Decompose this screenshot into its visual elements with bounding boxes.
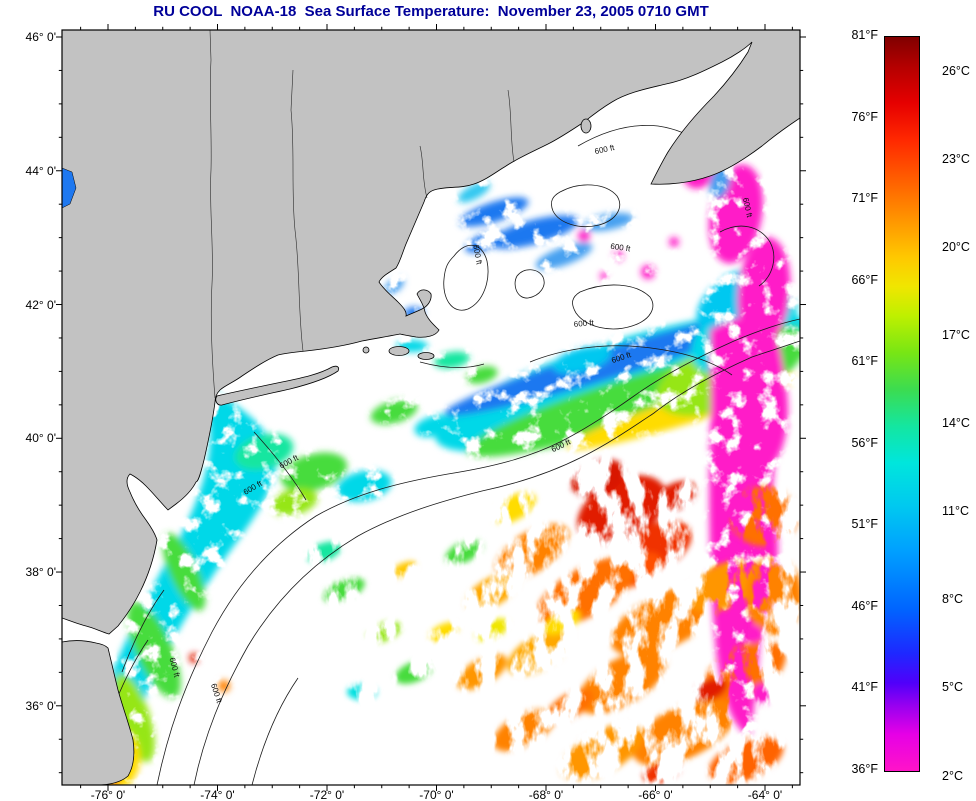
colorbar-c-label: 17°C — [942, 328, 970, 343]
lon-tick-label: -72° 0' — [309, 788, 345, 801]
colorbar-c-label: 11°C — [942, 504, 970, 519]
contour-depth-label: 600 ft — [594, 143, 616, 156]
colorbar-c-label: 14°C — [942, 416, 970, 431]
lat-tick-label: 40° 0' — [25, 431, 56, 446]
lon-tick-label: -76° 0' — [90, 788, 126, 801]
colorbar-f-label: 61°F — [851, 354, 878, 369]
sst-data-cold — [86, 115, 800, 785]
contour-depth-label: 600 ft — [741, 197, 754, 219]
lon-tick-label: -70° 0' — [419, 788, 454, 801]
figure-title: RU COOL NOAA-18 Sea Surface Temperature:… — [153, 3, 709, 20]
lat-tick-label: 46° 0' — [25, 30, 56, 44]
colorbar-f-label: 81°F — [851, 28, 878, 42]
lon-tick-label: -64° 0' — [747, 788, 783, 801]
colorbar-f-label: 46°F — [851, 598, 878, 613]
bathymetry-contours — [107, 125, 800, 785]
colorbar-c-label: 26°C — [942, 63, 970, 78]
colorbar-c-label: 23°C — [942, 151, 970, 166]
contour-depth-label: 600 ft — [471, 244, 483, 266]
lat-tick-label: 38° 0' — [25, 565, 56, 580]
colorbar-c-label: 20°C — [942, 240, 970, 255]
lat-tick-label: 44° 0' — [25, 163, 56, 178]
landmass — [62, 30, 800, 785]
colorbar-f-label: 71°F — [851, 191, 878, 206]
colorbar-f-label: 36°F — [851, 762, 878, 776]
colorbar — [884, 36, 920, 772]
lon-tick-label: -74° 0' — [200, 788, 235, 801]
contour-depth-label: 600 ft — [573, 318, 594, 329]
colorbar-c-label: 5°C — [942, 680, 963, 695]
colorbar-c-label: 2°C — [942, 768, 963, 783]
colorbar-f-label: 66°F — [851, 272, 878, 287]
sst-data-warm — [306, 459, 800, 785]
lon-tick-label: -68° 0' — [528, 788, 564, 801]
colorbar-f-label: 51°F — [851, 517, 878, 532]
contour-depth-label: 600 ft — [610, 242, 632, 254]
colorbar-f-label: 76°F — [851, 109, 878, 124]
plot-frame — [61, 29, 801, 786]
lat-tick-label: 42° 0' — [25, 297, 56, 312]
colorbar-f-label: 41°F — [851, 680, 878, 695]
lat-tick-label: 36° 0' — [25, 698, 56, 713]
colorbar-f-label: 56°F — [851, 435, 878, 450]
colorbar-c-label: 8°C — [942, 592, 963, 607]
lon-tick-label: -66° 0' — [638, 788, 673, 801]
